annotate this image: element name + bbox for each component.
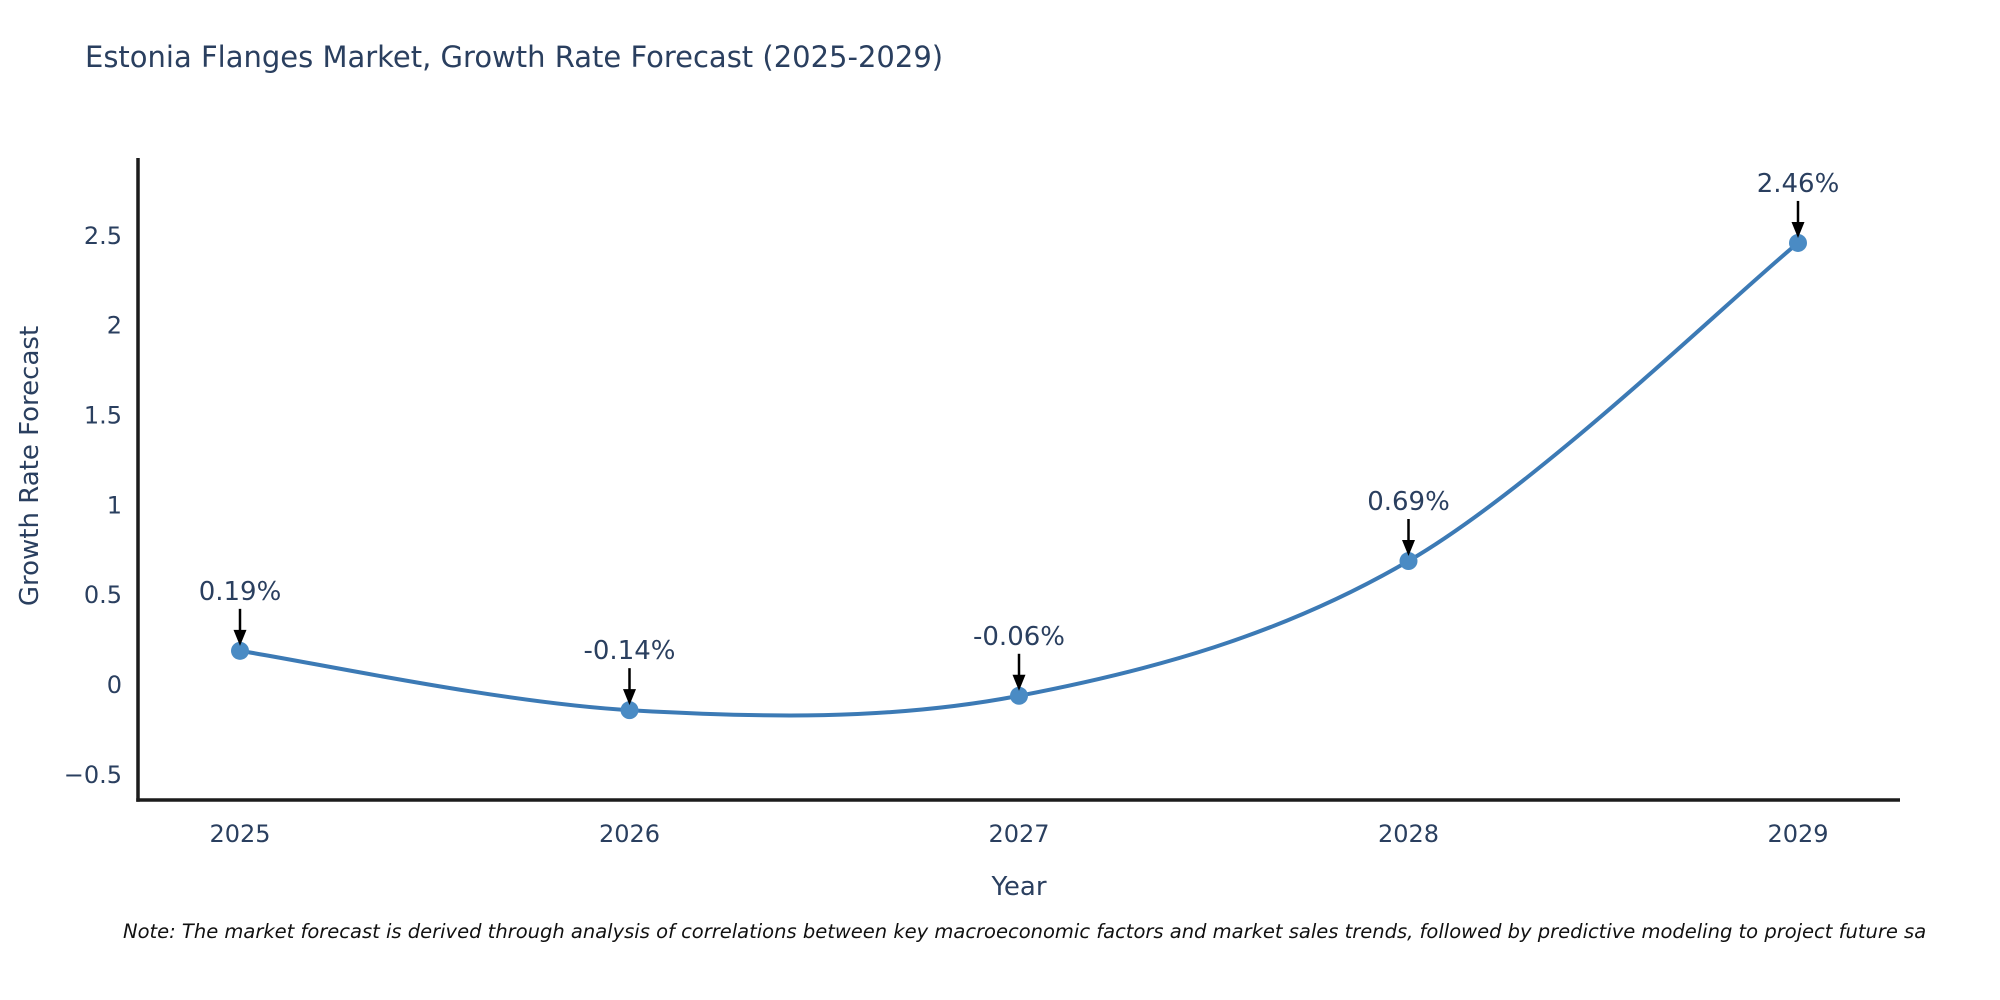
annotation-label: -0.06%: [973, 622, 1065, 652]
annotation-arrowhead: [1012, 674, 1026, 691]
y-tick-label: −0.5: [64, 761, 122, 789]
x-tick-label: 2026: [599, 820, 660, 848]
y-tick-label: 0: [107, 671, 122, 699]
annotation-arrowhead: [233, 629, 247, 646]
y-tick-label: 2.5: [84, 222, 122, 250]
annotation-arrowhead: [1791, 221, 1805, 238]
annotation-arrowhead: [623, 689, 636, 706]
x-tick-label: 2027: [988, 820, 1049, 848]
x-tick-label: 2029: [1767, 820, 1828, 848]
x-tick-label: 2025: [209, 820, 270, 848]
annotation-label: -0.14%: [584, 636, 676, 666]
footnote: Note: The market forecast is derived thr…: [123, 920, 1927, 943]
annotation-arrowhead: [1402, 540, 1415, 557]
y-tick-label: 1: [107, 491, 122, 519]
x-axis-title: Year: [991, 872, 1047, 902]
data-point-marker: [620, 701, 639, 720]
data-point-marker: [1399, 552, 1418, 571]
annotation-label: 0.69%: [1367, 487, 1450, 517]
x-tick-label: 2028: [1378, 820, 1439, 848]
data-point-marker: [1789, 233, 1807, 252]
annotation-label: 0.19%: [199, 577, 282, 607]
y-tick-label: 0.5: [84, 581, 122, 609]
y-tick-label: 2: [107, 312, 122, 340]
chart-title: Estonia Flanges Market, Growth Rate Fore…: [85, 40, 944, 74]
data-point-marker: [231, 641, 249, 660]
annotation-label: 2.46%: [1757, 169, 1840, 199]
y-tick-label: 1.5: [84, 401, 122, 429]
data-point-marker: [1010, 686, 1028, 705]
trend-line: [238, 240, 1800, 718]
